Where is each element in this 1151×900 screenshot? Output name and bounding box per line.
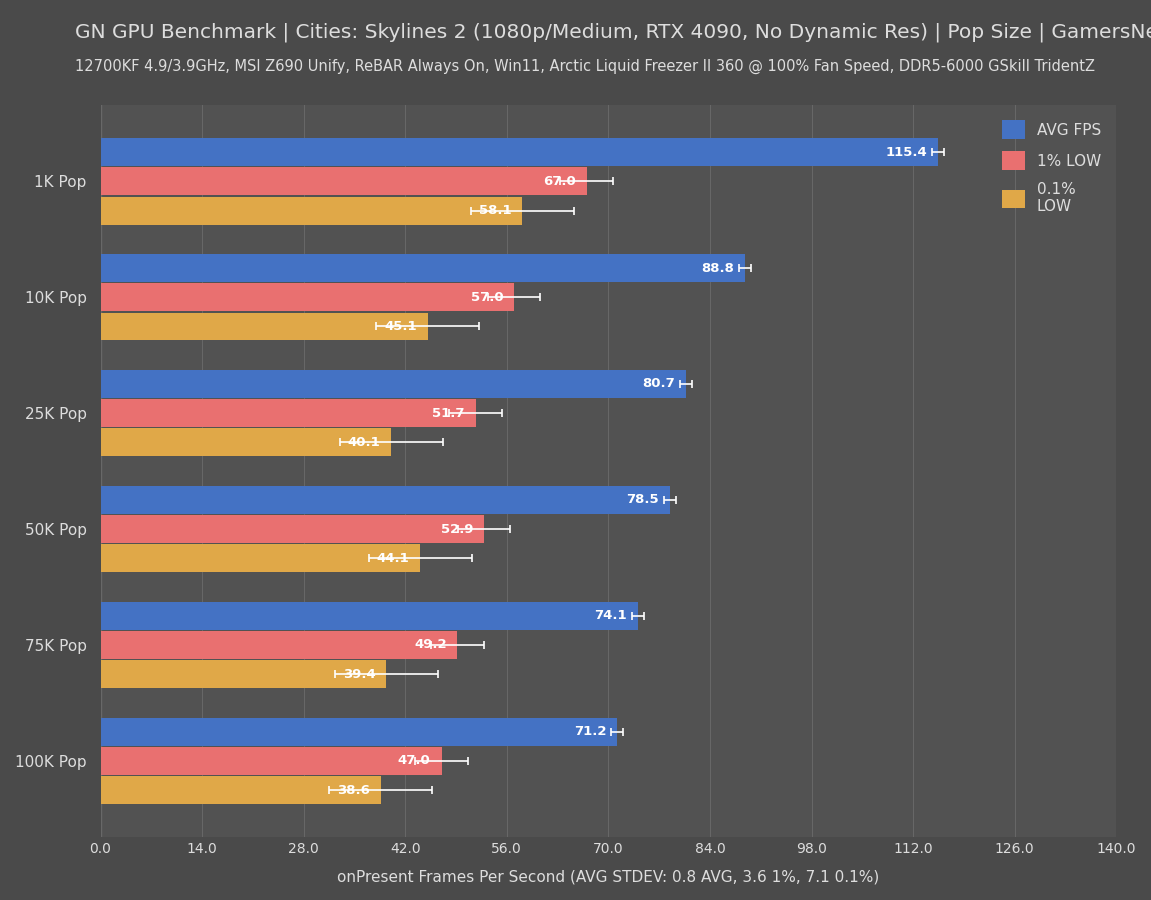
Text: 78.5: 78.5 xyxy=(626,493,660,507)
Text: 51.7: 51.7 xyxy=(433,407,465,419)
Bar xyxy=(100,400,475,428)
Text: 49.2: 49.2 xyxy=(414,638,447,652)
Bar xyxy=(100,312,428,340)
Text: 44.1: 44.1 xyxy=(376,552,410,565)
Text: 40.1: 40.1 xyxy=(348,436,381,449)
Bar xyxy=(100,486,670,514)
Text: 45.1: 45.1 xyxy=(384,320,417,333)
Bar xyxy=(100,370,686,398)
Bar xyxy=(100,631,457,659)
Bar xyxy=(100,776,381,804)
Text: 74.1: 74.1 xyxy=(595,609,627,622)
Bar xyxy=(100,254,745,282)
Bar xyxy=(100,661,387,688)
Text: 71.2: 71.2 xyxy=(573,725,607,738)
Text: 57.0: 57.0 xyxy=(471,291,503,304)
Text: 12700KF 4.9/3.9GHz, MSI Z690 Unify, ReBAR Always On, Win11, Arctic Liquid Freeze: 12700KF 4.9/3.9GHz, MSI Z690 Unify, ReBA… xyxy=(75,58,1095,74)
Text: 39.4: 39.4 xyxy=(343,668,375,680)
Bar xyxy=(100,139,938,166)
Text: 58.1: 58.1 xyxy=(479,204,511,217)
Text: 67.0: 67.0 xyxy=(543,175,576,188)
Text: 88.8: 88.8 xyxy=(701,262,734,274)
Bar xyxy=(100,747,442,775)
Bar xyxy=(100,544,420,572)
Text: 38.6: 38.6 xyxy=(337,784,369,796)
Text: 52.9: 52.9 xyxy=(441,523,473,536)
Bar xyxy=(100,717,617,745)
Legend: AVG FPS, 1% LOW, 0.1%
LOW: AVG FPS, 1% LOW, 0.1% LOW xyxy=(994,112,1108,222)
Bar xyxy=(100,515,485,543)
Bar xyxy=(100,602,638,630)
Bar xyxy=(100,197,523,224)
Bar xyxy=(100,428,391,456)
Text: 80.7: 80.7 xyxy=(642,377,676,391)
Text: 47.0: 47.0 xyxy=(398,754,430,768)
Text: GN GPU Benchmark | Cities: Skylines 2 (1080p/Medium, RTX 4090, No Dynamic Res) |: GN GPU Benchmark | Cities: Skylines 2 (1… xyxy=(75,22,1151,42)
Text: 115.4: 115.4 xyxy=(885,146,927,158)
Bar xyxy=(100,167,587,195)
Bar xyxy=(100,284,514,311)
X-axis label: onPresent Frames Per Second (AVG STDEV: 0.8 AVG, 3.6 1%, 7.1 0.1%): onPresent Frames Per Second (AVG STDEV: … xyxy=(337,870,879,885)
